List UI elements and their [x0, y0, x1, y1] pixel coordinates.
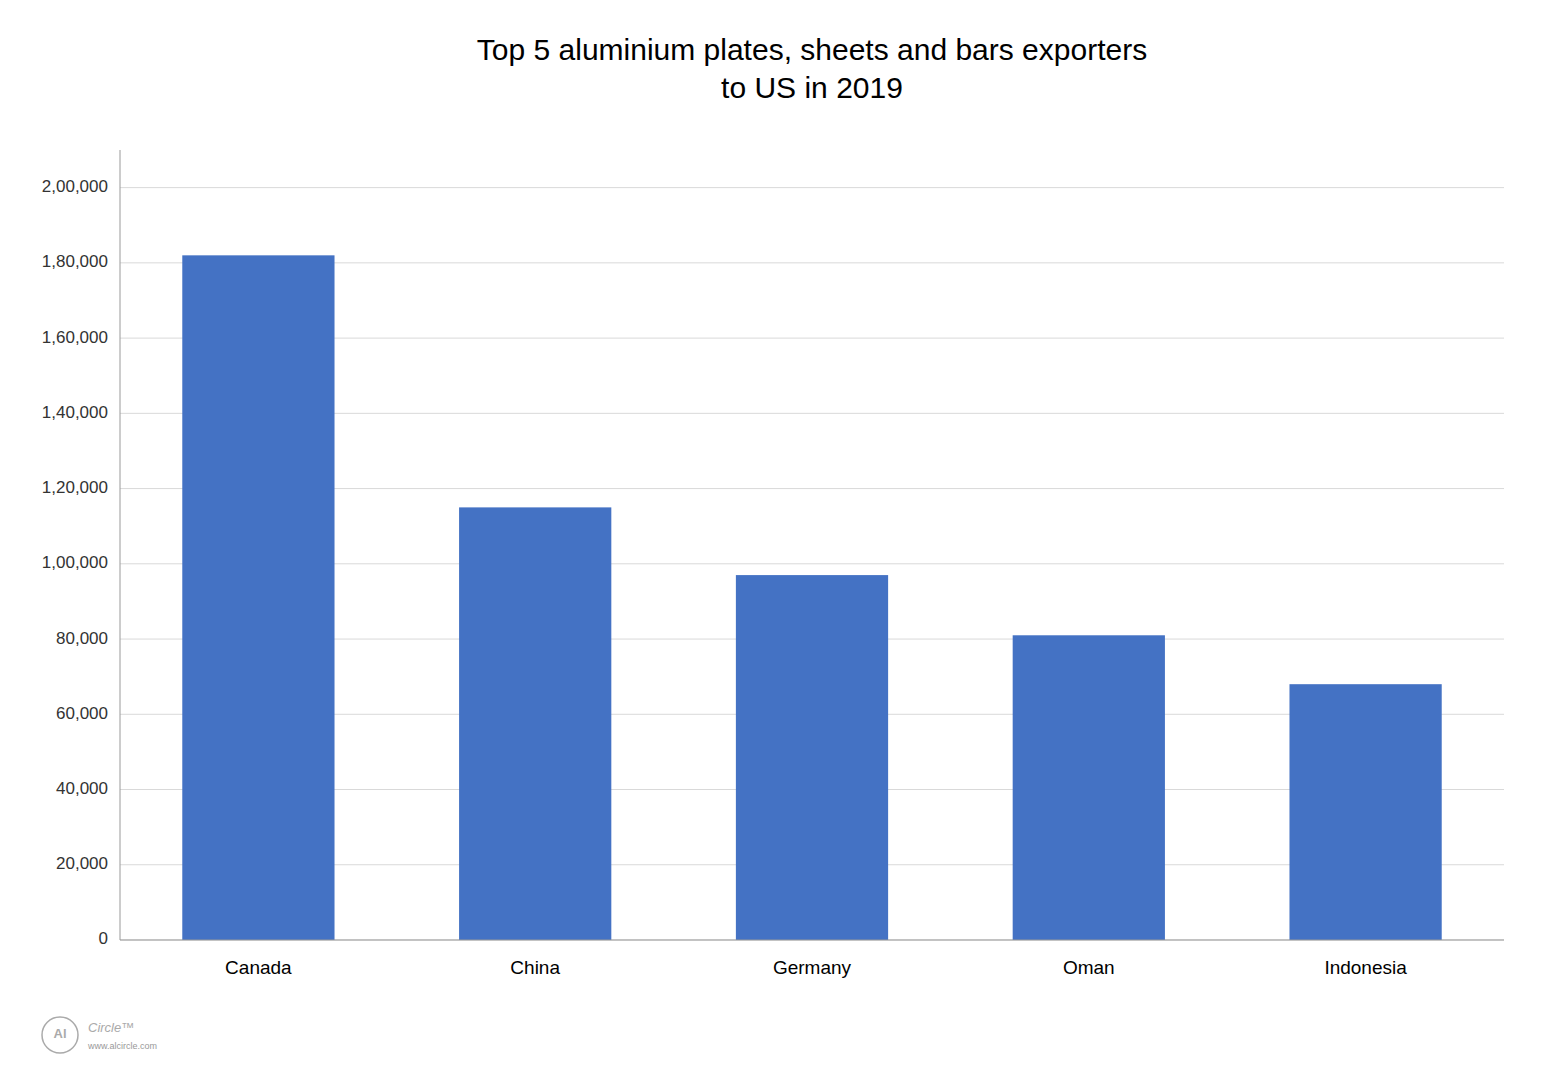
- grid: [120, 188, 1504, 940]
- y-tick-label: 1,60,000: [42, 328, 108, 347]
- background: [0, 0, 1554, 1080]
- y-tick-label: 1,80,000: [42, 252, 108, 271]
- title: Top 5 aluminium plates, sheets and bars …: [477, 33, 1147, 104]
- bar: [1013, 635, 1165, 940]
- y-tick-label: 80,000: [56, 629, 108, 648]
- y-ticks: 0 20,000 40,000 60,000 80,000 1,00,000 1,20,00…: [42, 177, 108, 948]
- title-line: to US in 2019: [721, 71, 903, 104]
- annotation: Circle™: [88, 1020, 134, 1035]
- grid-line: [120, 940, 1504, 941]
- x-tick-label: Canada: [225, 957, 292, 978]
- grid-line: [120, 187, 1504, 188]
- y-axis-line: [120, 150, 121, 940]
- title-line: Top 5 aluminium plates, sheets and bars …: [477, 33, 1147, 66]
- bar: [1289, 684, 1441, 940]
- bars: [182, 255, 1441, 940]
- y-tick-label: 1,00,000: [42, 553, 108, 572]
- annotation: www.alcircle.com: [87, 1041, 157, 1051]
- logo: Al Circle™ www.alcircle.com: [42, 1017, 157, 1053]
- x-tick-label: China: [510, 957, 560, 978]
- x-tick-label: Oman: [1063, 957, 1115, 978]
- y-tick-label: 1,40,000: [42, 403, 108, 422]
- x-tick-label: Indonesia: [1324, 957, 1407, 978]
- y-tick-label: 60,000: [56, 704, 108, 723]
- logo-circle: [42, 1017, 78, 1053]
- y-tick-label: 40,000: [56, 779, 108, 798]
- chart: Top 5 aluminium plates, sheets and bars …: [0, 0, 1554, 1080]
- annotation: Al: [54, 1026, 67, 1041]
- bar: [736, 575, 888, 940]
- y-tick-label: 2,00,000: [42, 177, 108, 196]
- bar: [459, 507, 611, 940]
- x-axis-line: [120, 940, 1504, 941]
- bar: [182, 255, 334, 940]
- x-ticks: Canada China Germany Oman Indonesia: [225, 957, 1407, 978]
- y-tick-label: 0: [99, 929, 108, 948]
- x-tick-label: Germany: [773, 957, 852, 978]
- y-tick-label: 20,000: [56, 854, 108, 873]
- y-tick-label: 1,20,000: [42, 478, 108, 497]
